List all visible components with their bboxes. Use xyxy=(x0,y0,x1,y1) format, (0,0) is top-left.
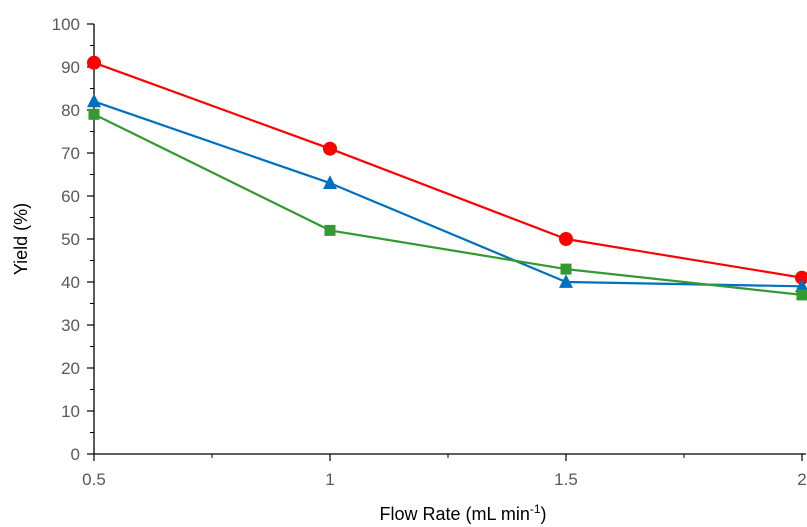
y-tick-label: 90 xyxy=(61,58,80,77)
x-axis-title-superscript: -1 xyxy=(530,502,541,516)
y-tick-label: 20 xyxy=(61,359,80,378)
data-point-circle xyxy=(87,55,101,70)
x-tick-label: 1.5 xyxy=(554,470,578,489)
x-axis-title-suffix: ) xyxy=(541,504,547,524)
data-point-triangle xyxy=(323,175,337,189)
y-axis-title: Yield (%) xyxy=(11,203,31,275)
x-tick-label: 0.5 xyxy=(82,470,106,489)
x-tick-label: 1 xyxy=(325,470,334,489)
series-line-square xyxy=(93,113,803,296)
series-line-circle xyxy=(93,61,803,279)
markers-group xyxy=(87,55,807,301)
data-point-circle xyxy=(559,232,573,246)
labels-group: Yield (%) Flow Rate (mL min-1) 0 10 20 30 40… xyxy=(11,15,807,524)
data-point-square xyxy=(324,224,336,236)
series-group xyxy=(93,61,803,296)
y-tick-label: 60 xyxy=(61,187,80,206)
data-point-square xyxy=(796,289,807,301)
y-tick-label: 70 xyxy=(61,144,80,163)
y-tick-label: 0 xyxy=(71,445,80,464)
data-point-triangle xyxy=(559,274,573,288)
x-axis-title-main: Flow Rate (mL min xyxy=(379,504,529,524)
x-tick-label: 2 xyxy=(797,470,806,489)
data-point-square xyxy=(88,108,100,120)
y-tick-label: 10 xyxy=(61,402,80,421)
data-point-circle xyxy=(795,270,807,285)
data-point-triangle xyxy=(87,93,101,108)
data-point-square xyxy=(560,263,572,275)
axes xyxy=(87,23,806,461)
series-line-triangle xyxy=(93,100,803,288)
y-tick-label: 40 xyxy=(61,273,80,292)
data-point-triangle xyxy=(795,278,807,293)
y-tick-label: 80 xyxy=(61,101,80,120)
y-tick-label: 30 xyxy=(61,316,80,335)
data-point-circle xyxy=(323,141,337,156)
y-tick-label: 100 xyxy=(52,15,80,34)
y-tick-label: 50 xyxy=(61,230,80,249)
x-axis-title: Flow Rate (mL min-1) xyxy=(379,502,546,524)
